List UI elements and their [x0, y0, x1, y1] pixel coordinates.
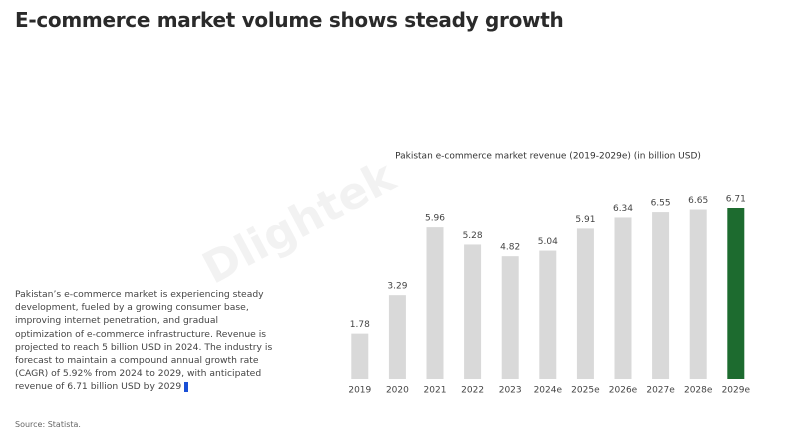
- x-tick-label: 2021: [424, 386, 447, 396]
- x-tick-label: 2029e: [722, 386, 751, 396]
- value-label: 6.55: [651, 199, 671, 209]
- bar: [576, 228, 594, 379]
- value-label: 5.96: [425, 214, 445, 224]
- x-tick-label: 2026e: [609, 386, 638, 396]
- bar: [426, 227, 444, 379]
- description-text: Pakistan’s e-commerce market is experien…: [15, 289, 273, 393]
- description: Pakistan’s e-commerce market is experien…: [15, 288, 277, 394]
- value-label: 3.29: [387, 282, 407, 292]
- value-label: 1.78: [350, 320, 370, 330]
- bar: [501, 256, 519, 379]
- value-label: 5.04: [538, 237, 558, 247]
- bar: [388, 295, 406, 379]
- text-marker: [184, 381, 189, 392]
- value-label: 6.65: [688, 196, 708, 206]
- x-tick-label: 2028e: [684, 386, 713, 396]
- bar: [539, 250, 557, 379]
- x-tick-label: 2020: [386, 386, 409, 396]
- bar: [652, 212, 670, 379]
- source: Source: Statista.: [15, 420, 81, 429]
- value-label: 6.71: [726, 195, 746, 205]
- bar: [614, 217, 632, 379]
- x-tick-label: 2024e: [534, 386, 563, 396]
- page-title: E-commerce market volume shows steady gr…: [15, 8, 564, 32]
- x-tick-label: 2019: [348, 386, 371, 396]
- watermark: Dlightek: [194, 150, 405, 294]
- x-tick-label: 2025e: [571, 386, 600, 396]
- x-tick-label: 2023: [499, 386, 522, 396]
- bar: [351, 333, 369, 379]
- x-tick-label: 2027e: [646, 386, 675, 396]
- value-label: 5.91: [575, 215, 595, 225]
- x-tick-label: 2022: [461, 386, 484, 396]
- bar: [464, 244, 482, 379]
- chart-title: Pakistan e-commerce market revenue (2019…: [395, 152, 701, 162]
- value-label: 4.82: [500, 243, 520, 253]
- value-label: 6.34: [613, 204, 633, 214]
- value-label: 5.28: [463, 231, 483, 241]
- bar: [727, 208, 745, 379]
- bar: [689, 209, 707, 379]
